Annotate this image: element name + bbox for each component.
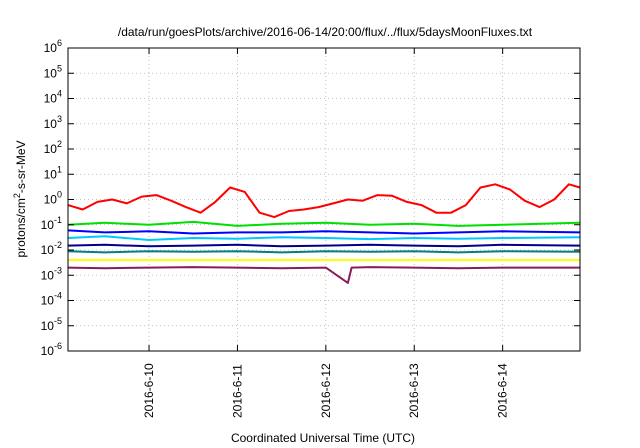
y-axis-label: protons/cm2-s-sr-MeV [12,140,28,257]
series-line-2 [67,220,581,227]
y-tick-label: 102 [44,139,62,156]
series-line-4 [67,229,581,235]
y-tick-label: 103 [44,114,62,131]
chart-title: /data/run/goesPlots/archive/2016-06-14/2… [118,25,533,39]
series-line-5 [67,243,581,248]
axis-ticks [68,47,580,352]
y-tick-labels: 10-6 10-5 10-4 10-3 10-2 10-1 100 101 102 103 104 1… [41,38,62,358]
series-line-1 [67,183,581,219]
series-line-6 [67,250,581,254]
data-series [67,183,581,284]
y-tick-label: 104 [44,89,62,106]
series-line-3 [67,235,581,241]
y-tick-label: 10-3 [41,265,62,282]
grid-lines [68,48,580,351]
y-tick-label: 101 [44,164,62,181]
series-line-8 [67,266,580,284]
y-tick-label: 100 [44,190,62,207]
x-axis-label: Coordinated Universal Time (UTC) [231,431,415,445]
y-tick-label: 10-6 [41,341,62,358]
y-tick-label: 106 [44,38,62,55]
x-tick-label: 2016-6-11 [230,364,244,418]
y-tick-label: 10-4 [41,291,62,308]
x-tick-label: 2016-6-14 [496,363,510,418]
x-tick-labels: 2016-6-10 2016-6-11 2016-6-12 2016-6-13 2016… [142,363,510,418]
x-tick-label: 2016-6-13 [407,363,421,418]
x-tick-label: 2016-6-10 [142,363,156,418]
y-tick-label: 10-1 [41,215,62,232]
x-tick-label: 2016-6-12 [319,363,333,418]
y-tick-label: 10-2 [41,240,62,257]
y-tick-label: 10-5 [41,316,62,333]
y-tick-label: 105 [44,63,62,80]
